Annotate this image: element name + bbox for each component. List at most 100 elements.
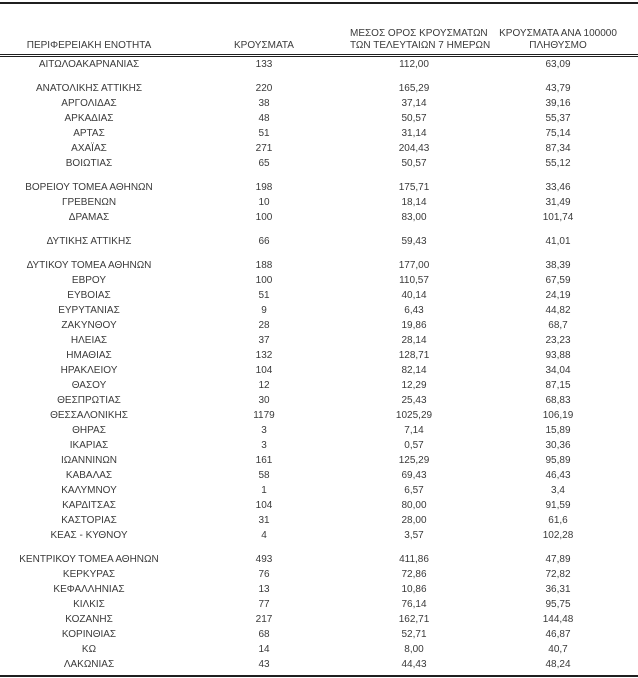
table-row: ΛΑΚΩΝΙΑΣ 43 44,43 48,24 <box>0 657 638 672</box>
cases-cell: 13 <box>258 584 270 595</box>
table-row: ΚΟΡΙΝΘΙΑΣ 68 52,71 46,87 <box>0 627 638 642</box>
table-row: ΘΕΣΠΡΩΤΙΑΣ 30 25,43 68,83 <box>0 393 638 408</box>
table-row: ΘΕΣΣΑΛΟΝΙΚΗΣ 1179 1025,29 106,19 <box>0 408 638 423</box>
region-name-cell: ΚΕΦΑΛΛΗΝΙΑΣ <box>53 584 125 595</box>
region-name-cell: ΚΕΡΚΥΡΑΣ <box>62 569 116 580</box>
group-spacer-cell <box>0 225 638 234</box>
per-100k-cell: 95,89 <box>545 455 571 466</box>
per-100k-cell: 75,14 <box>545 128 571 139</box>
region-name-cell: ΖΑΚΥΝΘΟΥ <box>61 320 117 331</box>
table-row: ΑΡΤΑΣ 51 31,14 75,14 <box>0 126 638 141</box>
per-100k-cell: 47,89 <box>545 554 571 565</box>
group-spacer-row <box>0 72 638 81</box>
cases-cell: 104 <box>255 365 273 376</box>
per-100k-cell: 68,83 <box>545 395 571 406</box>
per-100k-cell: 72,82 <box>545 569 571 580</box>
header-cases-per-100k: ΚΡΟΥΣΜΑΤΑ ΑΝΑ 100000 ΠΛΗΘΥΣΜΟ <box>478 4 638 57</box>
header-cases: ΚΡΟΥΣΜΑΤΑ <box>178 4 350 57</box>
table-row: ΚΑΒΑΛΑΣ 58 69,43 46,43 <box>0 468 638 483</box>
avg-7day-cell: 125,29 <box>398 455 430 466</box>
avg-7day-cell: 52,71 <box>401 629 427 640</box>
per-100k-cell: 67,59 <box>545 275 571 286</box>
cases-cell: 48 <box>258 113 270 124</box>
cases-cell: 77 <box>258 599 270 610</box>
region-name-cell: ΕΒΡΟΥ <box>71 275 107 286</box>
avg-7day-cell: 1025,29 <box>395 410 433 421</box>
cases-cell: 76 <box>258 569 270 580</box>
table-row: ΓΡΕΒΕΝΩΝ 10 18,14 31,49 <box>0 195 638 210</box>
avg-7day-cell: 177,00 <box>398 260 430 271</box>
cases-cell: 198 <box>255 182 273 193</box>
region-name-cell: ΚΕΝΤΡΙΚΟΥ ΤΟΜΕΑ ΑΘΗΝΩΝ <box>19 554 159 565</box>
table-row: ΘΗΡΑΣ 3 7,14 15,89 <box>0 423 638 438</box>
cases-cell: 51 <box>258 290 270 301</box>
region-name-cell: ΗΡΑΚΛΕΙΟΥ <box>60 365 118 376</box>
per-100k-cell: 55,12 <box>545 158 571 169</box>
table-header-row: ΠΕΡΙΦΕΡΕΙΑΚΗ ΕΝΟΤΗΤΑ ΚΡΟΥΣΜΑΤΑ ΜΕΣΟΣ ΟΡΟ… <box>0 4 638 57</box>
table-row: ΕΒΡΟΥ 100 110,57 67,59 <box>0 273 638 288</box>
cases-cell: 493 <box>255 554 273 565</box>
per-100k-cell: 15,89 <box>545 425 571 436</box>
header-avg-7day-line1: ΜΕΣΟΣ ΟΡΟΣ ΚΡΟΥΣΜΑΤΩΝ <box>350 28 488 39</box>
group-spacer-cell <box>0 171 638 180</box>
region-name-cell: ΑΧΑΪΑΣ <box>71 143 107 154</box>
region-name-cell: ΚΙΛΚΙΣ <box>73 599 105 610</box>
region-name-cell: ΘΑΣΟΥ <box>71 380 107 391</box>
table-row: ΚΕΑΣ - ΚΥΘΝΟΥ 4 3,57 102,28 <box>0 528 638 543</box>
table-row: ΗΜΑΘΙΑΣ 132 128,71 93,88 <box>0 348 638 363</box>
avg-7day-cell: 162,71 <box>398 614 430 625</box>
region-name-cell: ΘΕΣΣΑΛΟΝΙΚΗΣ <box>50 410 128 421</box>
table-top-border <box>0 2 638 4</box>
avg-7day-cell: 10,86 <box>401 584 427 595</box>
cases-cell: 12 <box>258 380 270 391</box>
cases-cell: 3 <box>261 425 267 436</box>
per-100k-cell: 31,49 <box>545 197 571 208</box>
avg-7day-cell: 50,57 <box>401 113 427 124</box>
per-100k-cell: 63,09 <box>545 59 571 70</box>
per-100k-cell: 91,59 <box>545 500 571 511</box>
region-name-cell: ΑΝΑΤΟΛΙΚΗΣ ΑΤΤΙΚΗΣ <box>35 83 143 94</box>
table-row: ΙΩΑΝΝΙΝΩΝ 161 125,29 95,89 <box>0 453 638 468</box>
cases-cell: 220 <box>255 83 273 94</box>
group-spacer-cell <box>0 72 638 81</box>
table-row: ΑΡΓΟΛΙΔΑΣ 38 37,14 39,16 <box>0 96 638 111</box>
per-100k-cell: 87,34 <box>545 143 571 154</box>
header-regional-unit-label: ΠΕΡΙΦΕΡΕΙΑΚΗ ΕΝΟΤΗΤΑ <box>26 40 152 51</box>
per-100k-cell: 46,43 <box>545 470 571 481</box>
cases-cell: 31 <box>258 515 270 526</box>
region-name-cell: ΔΥΤΙΚΗΣ ΑΤΤΙΚΗΣ <box>46 236 132 247</box>
table-body: ΑΙΤΩΛΟΑΚΑΡΝΑΝΙΑΣ 133 112,00 63,09 ΑΝΑΤΟΛΙΚΗΣ… <box>0 56 638 673</box>
table-row: ΕΥΡΥΤΑΝΙΑΣ 9 6,43 44,82 <box>0 303 638 318</box>
per-100k-cell: 39,16 <box>545 98 571 109</box>
region-name-cell: ΘΗΡΑΣ <box>72 425 106 436</box>
avg-7day-cell: 28,14 <box>401 335 427 346</box>
cases-cell: 30 <box>258 395 270 406</box>
cases-cell: 58 <box>258 470 270 481</box>
table-row: ΖΑΚΥΝΘΟΥ 28 19,86 68,7 <box>0 318 638 333</box>
cases-cell: 1179 <box>253 410 275 421</box>
cases-cell: 1 <box>261 485 267 496</box>
region-name-cell: ΚΩ <box>81 644 97 655</box>
table-row: ΚΑΣΤΟΡΙΑΣ 31 28,00 61,6 <box>0 513 638 528</box>
table-row: ΚΩ 14 8,00 40,7 <box>0 642 638 657</box>
table-row: ΚΟΖΑΝΗΣ 217 162,71 144,48 <box>0 612 638 627</box>
region-name-cell: ΒΟΙΩΤΙΑΣ <box>65 158 113 169</box>
avg-7day-cell: 83,00 <box>401 212 427 223</box>
region-name-cell: ΘΕΣΠΡΩΤΙΑΣ <box>57 395 121 406</box>
region-name-cell: ΒΟΡΕΙΟΥ ΤΟΜΕΑ ΑΘΗΝΩΝ <box>25 182 153 193</box>
per-100k-cell: 102,28 <box>542 530 574 541</box>
table-row: ΔΥΤΙΚΗΣ ΑΤΤΙΚΗΣ 66 59,43 41,01 <box>0 234 638 249</box>
region-name-cell: ΚΑΡΔΙΤΣΑΣ <box>62 500 116 511</box>
table-row: ΒΟΙΩΤΙΑΣ 65 50,57 55,12 <box>0 156 638 171</box>
table-row: ΑΡΚΑΔΙΑΣ 48 50,57 55,37 <box>0 111 638 126</box>
avg-7day-cell: 128,71 <box>398 350 430 361</box>
group-spacer-row <box>0 171 638 180</box>
per-100k-cell: 93,88 <box>545 350 571 361</box>
region-name-cell: ΔΡΑΜΑΣ <box>68 212 110 223</box>
avg-7day-cell: 175,71 <box>398 182 430 193</box>
avg-7day-cell: 72,86 <box>401 569 427 580</box>
table-row: ΕΥΒΟΙΑΣ 51 40,14 24,19 <box>0 288 638 303</box>
per-100k-cell: 87,15 <box>545 380 571 391</box>
region-name-cell: ΕΥΒΟΙΑΣ <box>67 290 111 301</box>
